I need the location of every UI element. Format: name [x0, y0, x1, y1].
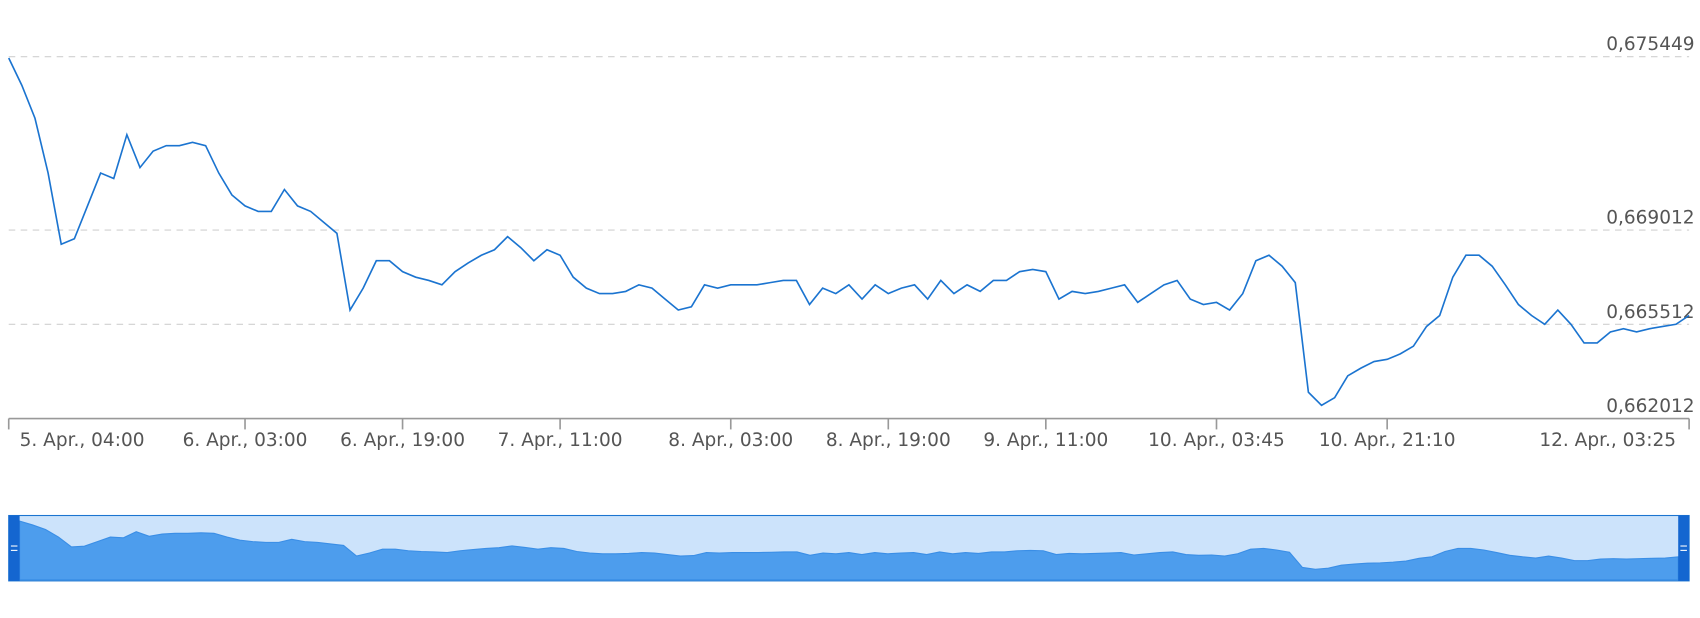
navigator-handle — [8, 515, 20, 581]
y-tick-label: 0,665512 — [1606, 302, 1694, 323]
x-tick-label: 7. Apr., 11:00 — [498, 430, 623, 451]
y-tick-label: 0,675449 — [1606, 34, 1694, 55]
x-tick-label: 10. Apr., 03:45 — [1148, 430, 1285, 451]
navigator-area — [19, 520, 1679, 581]
y-tick-label: 0,669012 — [1606, 208, 1694, 229]
price-line — [7, 57, 1690, 407]
x-tick-label: 6. Apr., 19:00 — [340, 430, 465, 451]
x-tick-label: 5. Apr., 04:00 — [20, 430, 145, 451]
x-tick-label: 6. Apr., 03:00 — [183, 430, 308, 451]
x-tick-label: 9. Apr., 11:00 — [983, 430, 1108, 451]
navigator-handle — [1678, 515, 1690, 581]
x-tick-label: 10. Apr., 21:10 — [1319, 430, 1456, 451]
grid — [8, 56, 1690, 325]
x-tick-label: 8. Apr., 19:00 — [826, 430, 951, 451]
x-tick-label: 8. Apr., 03:00 — [668, 430, 793, 451]
y-tick-label: 0,662012 — [1606, 396, 1694, 417]
x-tick-label: 12. Apr., 03:25 — [1539, 430, 1676, 451]
